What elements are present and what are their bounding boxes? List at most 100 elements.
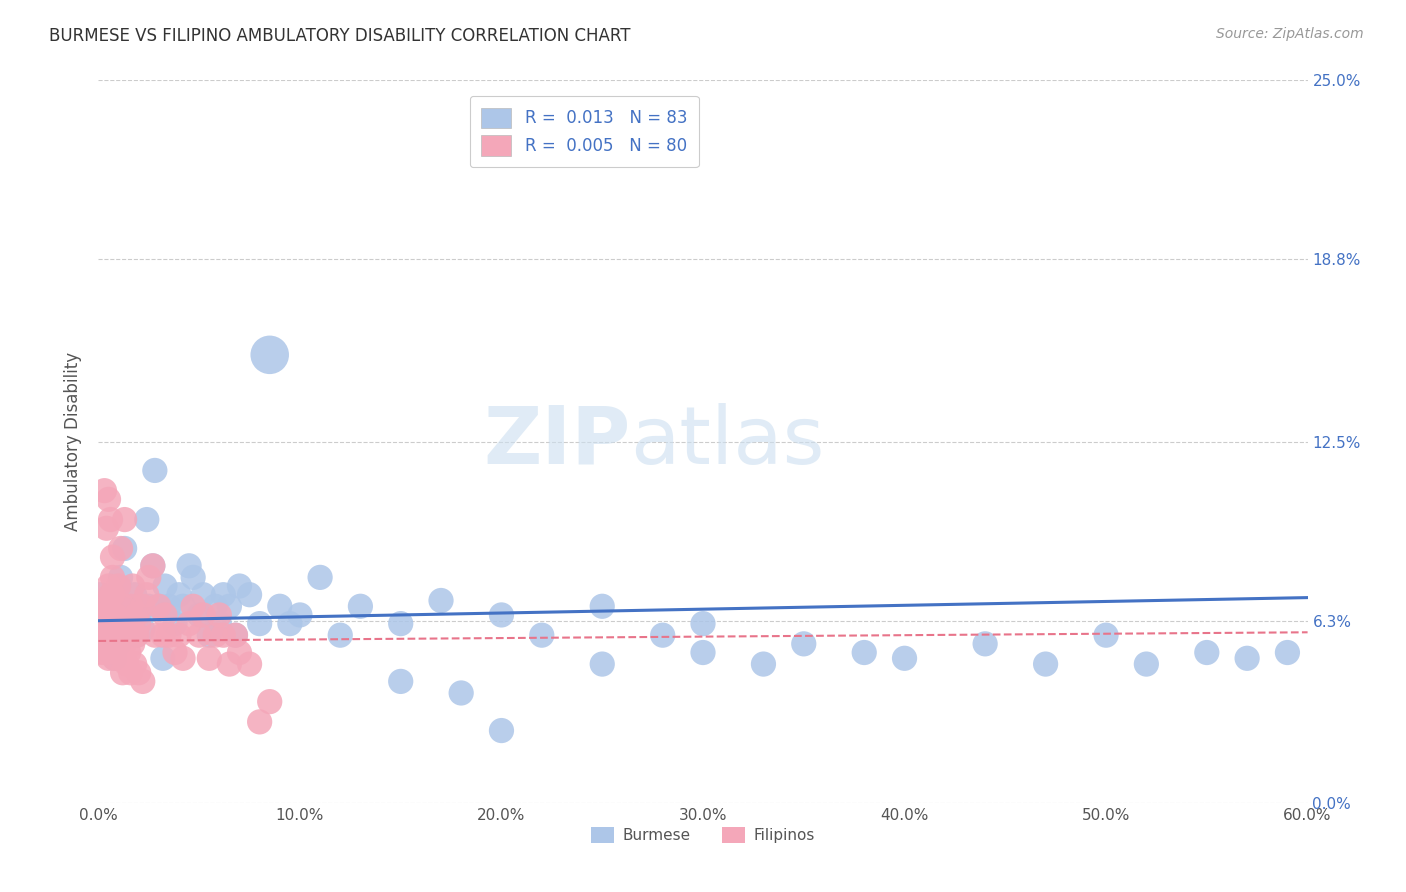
- Point: [148, 599, 170, 614]
- Point: [115, 657, 138, 671]
- Point: [89, 607, 111, 622]
- Point: [132, 623, 155, 637]
- Point: [103, 651, 125, 665]
- Point: [1277, 646, 1299, 660]
- Point: [491, 723, 513, 738]
- Point: [228, 646, 250, 660]
- Point: [107, 579, 129, 593]
- Point: [208, 607, 231, 622]
- Point: [530, 628, 553, 642]
- Point: [148, 599, 170, 614]
- Point: [893, 651, 915, 665]
- Point: [389, 674, 412, 689]
- Point: [93, 637, 115, 651]
- Point: [114, 512, 136, 526]
- Point: [97, 579, 120, 593]
- Point: [124, 628, 146, 642]
- Point: [853, 646, 876, 660]
- Point: [259, 348, 281, 362]
- Point: [107, 646, 129, 660]
- Point: [128, 616, 150, 631]
- Point: [101, 628, 124, 642]
- Point: [97, 492, 120, 507]
- Point: [591, 599, 613, 614]
- Point: [138, 599, 160, 614]
- Point: [105, 616, 128, 631]
- Point: [101, 570, 124, 584]
- Point: [128, 665, 150, 680]
- Point: [212, 628, 235, 642]
- Point: [204, 628, 226, 642]
- Point: [135, 512, 157, 526]
- Point: [153, 579, 176, 593]
- Point: [157, 628, 180, 642]
- Point: [96, 599, 118, 614]
- Point: [651, 628, 673, 642]
- Text: atlas: atlas: [630, 402, 825, 481]
- Point: [120, 599, 142, 614]
- Point: [1195, 646, 1218, 660]
- Point: [172, 599, 194, 614]
- Point: [115, 628, 138, 642]
- Y-axis label: Ambulatory Disability: Ambulatory Disability: [65, 352, 83, 531]
- Point: [188, 607, 211, 622]
- Point: [172, 651, 194, 665]
- Point: [100, 607, 122, 622]
- Point: [204, 599, 226, 614]
- Point: [163, 646, 186, 660]
- Point: [96, 521, 118, 535]
- Point: [349, 599, 371, 614]
- Point: [181, 599, 204, 614]
- Point: [96, 637, 118, 651]
- Point: [491, 607, 513, 622]
- Point: [143, 628, 166, 642]
- Point: [89, 628, 111, 642]
- Point: [97, 651, 120, 665]
- Point: [288, 607, 311, 622]
- Point: [142, 558, 165, 573]
- Point: [125, 628, 148, 642]
- Point: [218, 599, 240, 614]
- Point: [121, 579, 143, 593]
- Point: [198, 651, 221, 665]
- Point: [278, 616, 301, 631]
- Point: [167, 588, 190, 602]
- Point: [105, 599, 128, 614]
- Point: [107, 607, 129, 622]
- Point: [142, 558, 165, 573]
- Point: [103, 651, 125, 665]
- Point: [91, 599, 114, 614]
- Point: [107, 637, 129, 651]
- Point: [167, 628, 190, 642]
- Point: [224, 628, 246, 642]
- Text: BURMESE VS FILIPINO AMBULATORY DISABILITY CORRELATION CHART: BURMESE VS FILIPINO AMBULATORY DISABILIT…: [49, 27, 631, 45]
- Point: [430, 593, 453, 607]
- Point: [103, 588, 125, 602]
- Point: [120, 665, 142, 680]
- Point: [152, 651, 174, 665]
- Text: Source: ZipAtlas.com: Source: ZipAtlas.com: [1216, 27, 1364, 41]
- Point: [96, 646, 118, 660]
- Point: [135, 588, 157, 602]
- Point: [91, 599, 114, 614]
- Point: [193, 588, 215, 602]
- Point: [121, 637, 143, 651]
- Point: [224, 628, 246, 642]
- Point: [118, 646, 141, 660]
- Point: [89, 588, 111, 602]
- Point: [752, 657, 775, 671]
- Point: [239, 588, 262, 602]
- Point: [128, 607, 150, 622]
- Point: [198, 628, 221, 642]
- Point: [105, 623, 128, 637]
- Point: [93, 483, 115, 498]
- Point: [91, 646, 114, 660]
- Point: [103, 637, 125, 651]
- Point: [132, 599, 155, 614]
- Point: [100, 593, 122, 607]
- Point: [269, 599, 291, 614]
- Point: [1095, 628, 1118, 642]
- Point: [179, 558, 201, 573]
- Point: [120, 599, 142, 614]
- Point: [193, 607, 215, 622]
